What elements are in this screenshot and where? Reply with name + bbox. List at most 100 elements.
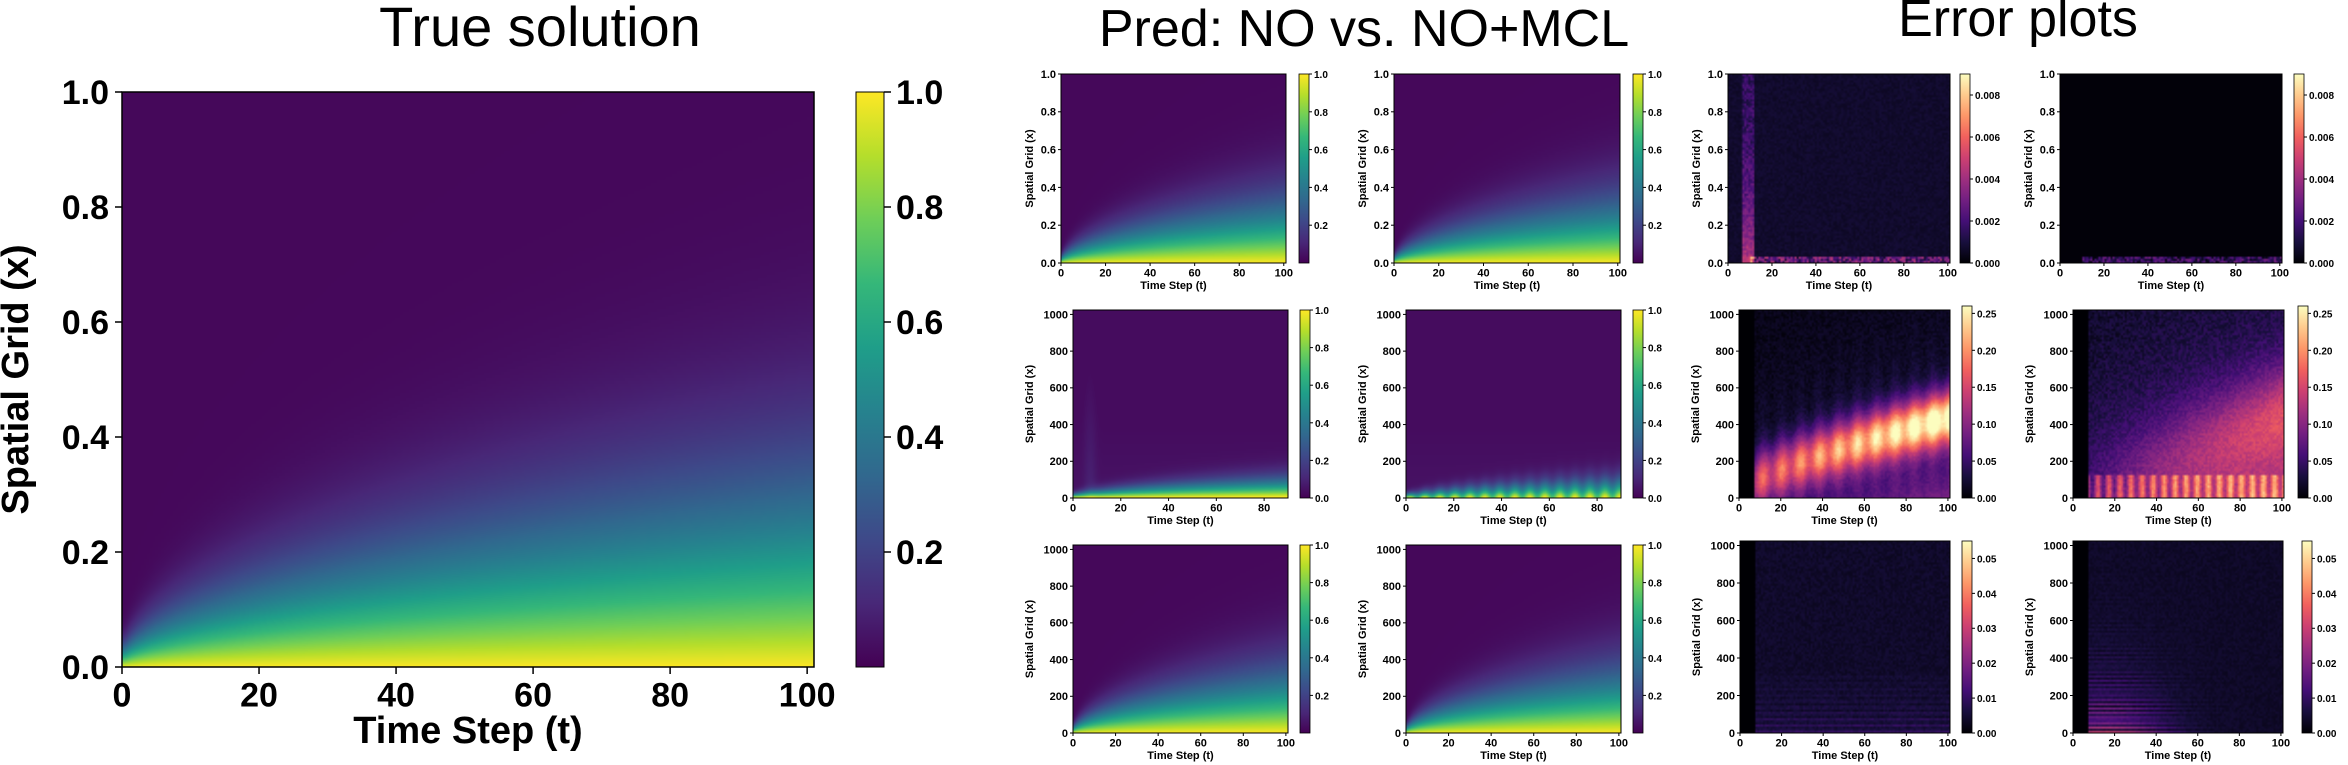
y-tick-label: 0 bbox=[1729, 728, 1735, 740]
colorbar-tick-label: 0.6 bbox=[1315, 381, 1329, 392]
x-tick-label: 40 bbox=[2150, 502, 2162, 514]
x-tick-label: 20 bbox=[1109, 737, 1121, 749]
y-tick-label: 1000 bbox=[2044, 309, 2068, 321]
y-tick-label: 0.0 bbox=[1374, 258, 1389, 270]
x-tick-label: 40 bbox=[377, 676, 415, 714]
colorbar-tick-label: 1.0 bbox=[1648, 306, 1662, 317]
colorbar-err-mcl-row3 bbox=[2301, 540, 2313, 734]
x-tick-label: 60 bbox=[1210, 502, 1222, 514]
colorbar-tick-label: 0.6 bbox=[1648, 146, 1662, 157]
y-axis-label: Spatial Grid (x) bbox=[1024, 600, 1036, 679]
y-tick-label: 400 bbox=[2050, 653, 2068, 665]
y-tick-label: 0.8 bbox=[1374, 107, 1389, 119]
x-tick-label: 20 bbox=[1433, 267, 1445, 279]
title-error-plots: Error plots bbox=[1898, 0, 2138, 48]
x-tick-label: 20 bbox=[2098, 267, 2110, 279]
x-tick-label: 40 bbox=[1162, 502, 1174, 514]
colorbar-tick-label: 0.01 bbox=[2317, 694, 2337, 705]
y-tick-label: 800 bbox=[1716, 346, 1734, 358]
x-tick-label: 100 bbox=[1610, 737, 1628, 749]
colorbar-pred-mcl-row1 bbox=[1632, 73, 1644, 264]
y-tick-label: 600 bbox=[2050, 383, 2068, 395]
y-axis-label: Spatial Grid (x) bbox=[1024, 129, 1036, 208]
colorbar-tick-label: 0.05 bbox=[2317, 554, 2337, 565]
axes-frame-pred-mcl-row2 bbox=[1405, 309, 1622, 499]
y-tick-label: 800 bbox=[1050, 581, 1068, 593]
colorbar-tick-label: 0.00 bbox=[1977, 729, 1997, 740]
x-tick-label: 20 bbox=[1766, 267, 1778, 279]
x-tick-label: 100 bbox=[1609, 267, 1627, 279]
y-tick-label: 0.2 bbox=[1041, 220, 1056, 232]
y-tick-label: 0.8 bbox=[1708, 107, 1723, 119]
y-tick-label: 200 bbox=[1383, 691, 1401, 703]
colorbar-tick-label: 0.15 bbox=[1977, 383, 1997, 394]
colorbar-tick-label: 0.8 bbox=[1315, 579, 1329, 590]
colorbar-tick-label: 0.05 bbox=[2313, 457, 2333, 468]
title-true-solution: True solution bbox=[379, 0, 701, 58]
y-tick-label: 0 bbox=[1728, 493, 1734, 505]
heatmap-err-no-row3 bbox=[1740, 541, 1950, 733]
x-tick-label: 40 bbox=[2142, 267, 2154, 279]
y-tick-label: 0 bbox=[1062, 493, 1068, 505]
x-tick-label: 0 bbox=[1403, 737, 1409, 749]
x-tick-label: 80 bbox=[1591, 502, 1603, 514]
y-tick-label: 0.0 bbox=[1041, 258, 1056, 270]
y-tick-label: 800 bbox=[2050, 346, 2068, 358]
colorbar-tick-label: 0.6 bbox=[1315, 616, 1329, 627]
colorbar-tick-label: 1.0 bbox=[1314, 70, 1328, 81]
colorbar-tick-label: 0.2 bbox=[896, 534, 943, 572]
y-tick-label: 0.2 bbox=[1374, 220, 1389, 232]
colorbar-pred-no-row3 bbox=[1299, 544, 1311, 734]
axes-frame-err-mcl-row3 bbox=[2072, 540, 2284, 734]
y-axis-label: Spatial Grid (x) bbox=[1357, 365, 1369, 444]
y-tick-label: 600 bbox=[1716, 383, 1734, 395]
x-axis-label: Time Step (t) bbox=[2138, 280, 2205, 292]
colorbar-main bbox=[855, 91, 885, 668]
y-tick-label: 0 bbox=[2062, 728, 2068, 740]
y-axis-label: Spatial Grid (x) bbox=[1690, 365, 1702, 444]
x-tick-label: 100 bbox=[1275, 267, 1293, 279]
colorbar-pred-no-row1 bbox=[1298, 73, 1310, 264]
panel-err-mcl-row1: 0 20 40 60 80 100 0.0 0.2 0.4 0.6 0.8 1.0 Time Step … bbox=[2023, 69, 2334, 292]
x-tick-label: 60 bbox=[1854, 267, 1866, 279]
colorbar-tick-label: 0.002 bbox=[1975, 217, 2000, 228]
x-tick-label: 0 bbox=[1058, 267, 1064, 279]
x-tick-label: 100 bbox=[2272, 737, 2290, 749]
x-tick-label: 0 bbox=[1737, 737, 1743, 749]
x-tick-label: 80 bbox=[1898, 267, 1910, 279]
colorbar-tick-label: 0.05 bbox=[1977, 457, 1997, 468]
heatmap-pred-no-row1 bbox=[1061, 74, 1286, 263]
colorbar-tick-label: 0.8 bbox=[896, 189, 943, 227]
x-tick-label: 60 bbox=[1543, 502, 1555, 514]
colorbar-tick-label: 0.03 bbox=[1977, 624, 1997, 635]
axes-frame-err-no-row1 bbox=[1727, 73, 1951, 264]
y-tick-label: 200 bbox=[1716, 456, 1734, 468]
colorbar-tick-label: 0.03 bbox=[2317, 624, 2337, 635]
x-tick-label: 0 bbox=[1391, 267, 1397, 279]
colorbar-tick-label: 0.4 bbox=[1648, 654, 1662, 665]
colorbar-tick-label: 0.8 bbox=[1648, 579, 1662, 590]
x-tick-label: 40 bbox=[1495, 502, 1507, 514]
heatmap-pred-mcl-row3 bbox=[1406, 545, 1621, 733]
colorbar-tick-label: 0.4 bbox=[1315, 654, 1329, 665]
x-tick-label: 60 bbox=[1522, 267, 1534, 279]
x-tick-label: 80 bbox=[1258, 502, 1270, 514]
heatmap-main bbox=[122, 92, 814, 667]
colorbar-tick-label: 0.008 bbox=[2309, 91, 2334, 102]
x-tick-label: 20 bbox=[2109, 502, 2121, 514]
colorbar-tick-label: 0.2 bbox=[1314, 221, 1328, 232]
colorbar-tick-label: 1.0 bbox=[896, 74, 943, 112]
colorbar-tick-label: 0.04 bbox=[2317, 589, 2337, 600]
x-tick-label: 80 bbox=[1570, 737, 1582, 749]
heatmap-pred-mcl-row1 bbox=[1394, 74, 1620, 263]
x-axis-label: Time Step (t) bbox=[1140, 280, 1207, 292]
colorbar-tick-label: 0.8 bbox=[1648, 108, 1662, 119]
y-tick-label: 0.4 bbox=[1708, 182, 1724, 194]
y-tick-label: 200 bbox=[2050, 456, 2068, 468]
colorbar-tick-label: 0.004 bbox=[1975, 175, 2000, 186]
y-tick-label: 0 bbox=[1395, 493, 1401, 505]
heatmap-err-no-row2 bbox=[1739, 310, 1950, 498]
y-tick-label: 0.4 bbox=[62, 419, 109, 457]
colorbar-tick-label: 0.6 bbox=[1314, 146, 1328, 157]
